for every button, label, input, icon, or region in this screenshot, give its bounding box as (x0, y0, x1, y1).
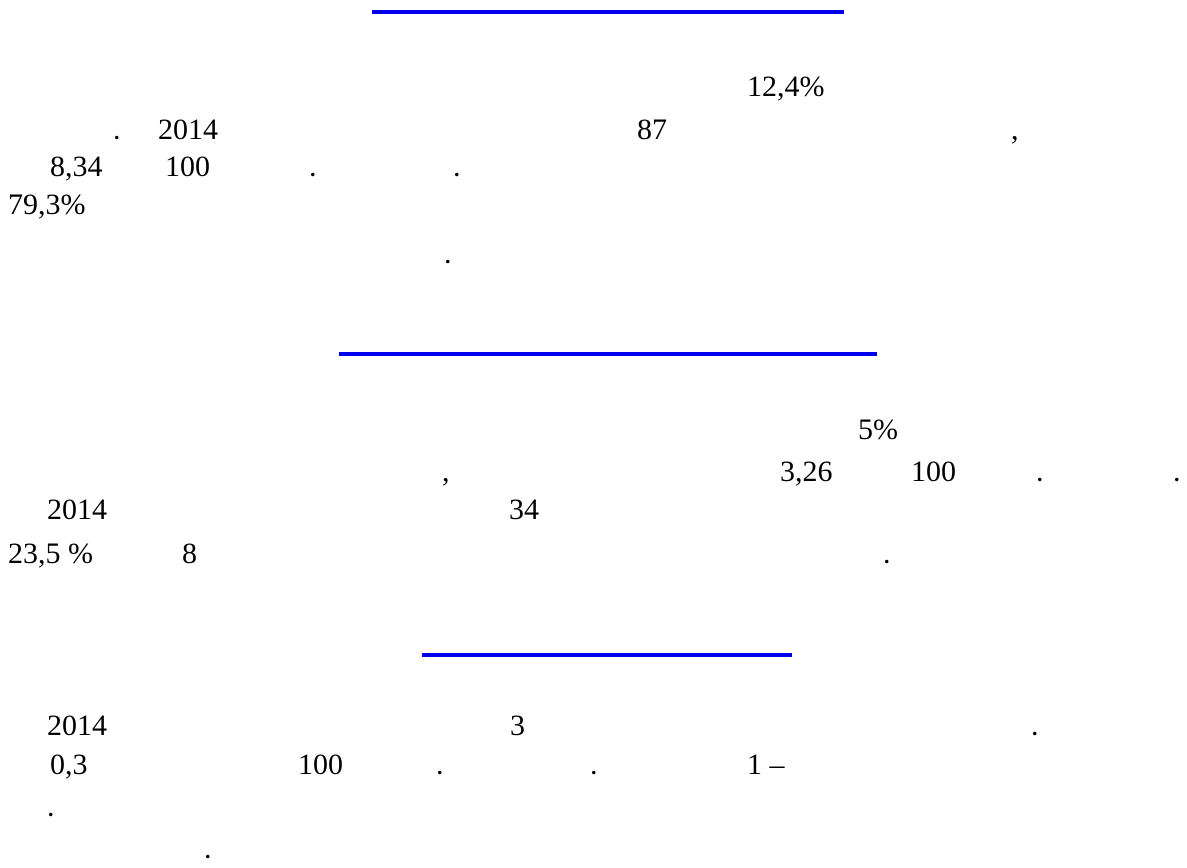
stat-text: 79,3% (8, 190, 86, 220)
stat-text: 100 (298, 750, 343, 780)
punctuation: . (1173, 457, 1181, 487)
punctuation: , (442, 457, 450, 487)
stat-text: 100 (911, 457, 956, 487)
stat-text: 87 (637, 115, 667, 145)
punctuation: . (590, 750, 598, 780)
stat-text: 5% (858, 415, 898, 445)
stat-text: 8,34 (50, 152, 103, 182)
stat-text: 23,5 % (8, 539, 93, 569)
stat-text: 8 (182, 539, 197, 569)
stat-text: 3,26 (780, 457, 833, 487)
year-text: 2014 (47, 711, 107, 741)
punctuation: . (1036, 457, 1044, 487)
punctuation: . (309, 152, 317, 182)
punctuation: . (113, 115, 121, 145)
stat-text: 12,4% (747, 72, 825, 102)
punctuation: . (1031, 711, 1039, 741)
section-2-heading-link[interactable] (339, 352, 877, 356)
year-text: 2014 (158, 115, 218, 145)
punctuation: . (883, 539, 891, 569)
punctuation: , (1011, 115, 1019, 145)
stat-text: 34 (509, 495, 539, 525)
section-1-heading-link[interactable] (372, 10, 844, 14)
section-3-heading-link[interactable] (422, 653, 792, 657)
stat-text: 100 (165, 152, 210, 182)
stat-text: 0,3 (50, 750, 88, 780)
punctuation: . (453, 152, 461, 182)
punctuation: . (444, 239, 452, 269)
punctuation: . (47, 792, 55, 822)
punctuation: . (204, 834, 212, 864)
stat-text: 3 (510, 711, 525, 741)
punctuation: . (436, 750, 444, 780)
stat-text: 1 – (747, 750, 785, 780)
year-text: 2014 (47, 495, 107, 525)
